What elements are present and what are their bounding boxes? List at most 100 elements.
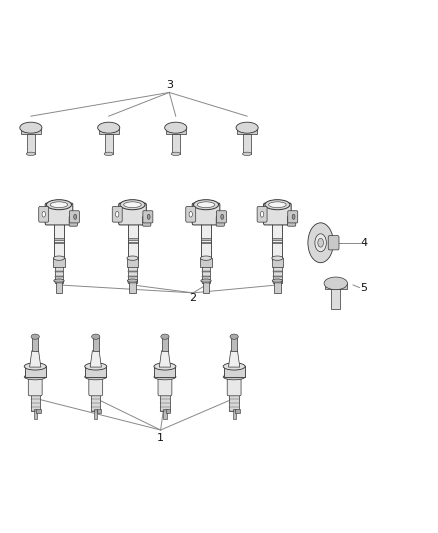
Bar (230, 393, 239, 410)
Ellipse shape (221, 214, 224, 220)
FancyBboxPatch shape (186, 206, 196, 222)
Bar (129, 281, 136, 293)
FancyBboxPatch shape (288, 211, 298, 223)
FancyBboxPatch shape (227, 375, 241, 396)
FancyBboxPatch shape (39, 206, 49, 222)
Ellipse shape (46, 200, 71, 209)
Ellipse shape (292, 214, 295, 220)
Ellipse shape (201, 256, 212, 260)
Bar (127, 223, 138, 260)
Bar (243, 134, 251, 154)
Ellipse shape (265, 200, 290, 209)
Ellipse shape (315, 234, 326, 252)
Ellipse shape (98, 122, 120, 133)
Ellipse shape (223, 363, 245, 370)
Bar (55, 281, 64, 282)
Ellipse shape (74, 214, 77, 220)
FancyBboxPatch shape (119, 203, 146, 225)
Ellipse shape (53, 256, 64, 260)
Ellipse shape (127, 279, 138, 282)
Polygon shape (90, 351, 101, 367)
Bar (163, 409, 166, 419)
Bar (154, 366, 176, 377)
Bar (32, 337, 38, 351)
Ellipse shape (54, 279, 64, 282)
Ellipse shape (50, 202, 68, 207)
Bar (166, 127, 186, 134)
Bar (27, 134, 35, 154)
Bar (273, 281, 282, 282)
FancyBboxPatch shape (216, 211, 226, 223)
Ellipse shape (268, 202, 286, 207)
Ellipse shape (197, 202, 215, 207)
Bar (127, 238, 138, 240)
FancyBboxPatch shape (328, 236, 339, 250)
Bar (85, 366, 106, 377)
Ellipse shape (154, 374, 176, 380)
Bar (160, 393, 170, 410)
FancyBboxPatch shape (143, 211, 153, 223)
Text: 5: 5 (360, 282, 367, 293)
FancyBboxPatch shape (216, 216, 224, 226)
Bar (93, 337, 99, 351)
Bar (55, 276, 64, 277)
Ellipse shape (272, 256, 283, 260)
Ellipse shape (124, 202, 141, 207)
Bar (233, 409, 236, 419)
Ellipse shape (318, 238, 323, 247)
Bar (54, 241, 64, 244)
Text: 1: 1 (157, 433, 164, 443)
Ellipse shape (26, 152, 35, 156)
Bar (201, 223, 211, 260)
Bar (274, 281, 281, 293)
FancyBboxPatch shape (192, 203, 220, 225)
Bar (128, 271, 137, 272)
Bar (128, 281, 137, 282)
Ellipse shape (85, 374, 107, 380)
Ellipse shape (223, 374, 245, 380)
FancyBboxPatch shape (89, 375, 102, 396)
Ellipse shape (31, 334, 39, 340)
Bar (272, 258, 283, 267)
Ellipse shape (230, 334, 238, 340)
Bar (201, 258, 212, 267)
FancyBboxPatch shape (28, 375, 42, 396)
Bar (25, 366, 46, 377)
Bar (203, 281, 209, 293)
Bar (31, 393, 40, 410)
Bar (201, 276, 210, 277)
Bar (99, 127, 119, 134)
Bar (223, 366, 245, 377)
Bar (272, 238, 283, 240)
Polygon shape (159, 351, 170, 367)
Ellipse shape (243, 152, 252, 156)
Text: 2: 2 (190, 293, 197, 303)
Bar (272, 241, 283, 244)
Bar (325, 283, 347, 289)
Ellipse shape (20, 122, 42, 133)
Bar (201, 281, 210, 282)
Bar (36, 409, 41, 413)
Bar (237, 127, 257, 134)
Ellipse shape (85, 363, 107, 370)
FancyBboxPatch shape (257, 206, 267, 222)
Bar (21, 127, 41, 134)
Bar (201, 266, 210, 282)
FancyBboxPatch shape (264, 203, 291, 225)
Bar (127, 258, 138, 267)
Bar (162, 337, 168, 351)
Bar (201, 241, 211, 244)
Ellipse shape (127, 256, 138, 260)
FancyBboxPatch shape (143, 216, 151, 226)
Bar (97, 409, 101, 413)
Bar (166, 409, 170, 413)
Ellipse shape (194, 200, 219, 209)
Bar (34, 409, 37, 419)
Polygon shape (30, 351, 41, 367)
Text: 4: 4 (360, 238, 367, 248)
Ellipse shape (116, 212, 119, 217)
Bar (273, 271, 282, 272)
Ellipse shape (324, 277, 347, 290)
Bar (55, 266, 64, 282)
Bar (231, 337, 237, 351)
